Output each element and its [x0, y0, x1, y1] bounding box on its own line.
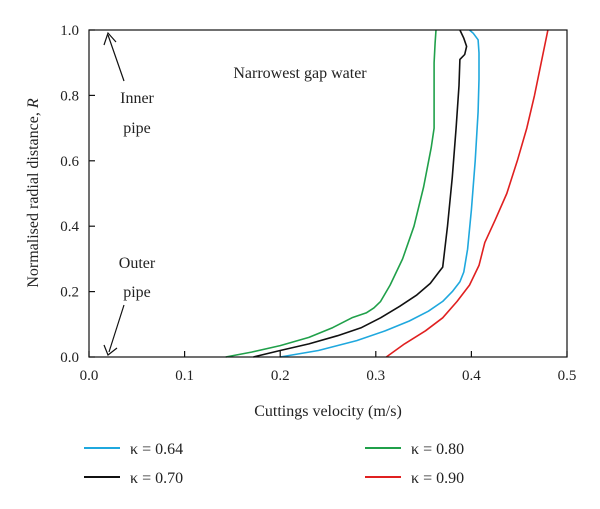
y-tick-label-3: 0.6: [60, 154, 79, 170]
legend-label-1-1: κ = 0.90: [411, 470, 464, 487]
inner-pipe-annotation-line1: Inner: [120, 90, 154, 107]
outer-pipe-arrow-shaft: [108, 304, 125, 353]
series-line-2: [253, 29, 468, 358]
plot-frame: [88, 29, 568, 358]
y-tick-label-4: 0.8: [60, 88, 79, 104]
x-tick-label-3: 0.3: [366, 368, 385, 384]
x-tick-label-5: 0.5: [558, 368, 577, 384]
y-axis-title-prefix: Normalised radial distance,: [25, 108, 42, 288]
series-line-3: [385, 29, 549, 358]
series-line-1: [225, 29, 437, 358]
x-tick-label-2: 0.2: [271, 368, 290, 384]
x-tick-label-0: 0.0: [80, 368, 99, 384]
outer-pipe-annotation-line2: pipe: [123, 284, 151, 301]
y-tick-label-5: 1.0: [60, 23, 79, 39]
y-tick-label-2: 0.4: [60, 219, 79, 235]
legend-label-0-0: κ = 0.64: [130, 441, 183, 458]
plot-layer: 0.0 0.1 0.2 0.3 0.4 0.5 0.0 0.2 0.4 0.6 0.8 1.0: [60, 23, 576, 384]
x-tick-label-4: 0.4: [462, 368, 481, 384]
series-line-0: [280, 29, 480, 358]
inner-pipe-arrow-head: [103, 31, 117, 46]
inner-pipe-annotation-line2: pipe: [123, 120, 151, 137]
legend-label-0-1: κ = 0.80: [411, 441, 464, 458]
outer-pipe-arrow-head: [103, 344, 118, 356]
outer-pipe-arrow: [103, 304, 125, 356]
y-axis-title: Normalised radial distance, R: [25, 98, 42, 288]
legend-label-1-0: κ = 0.70: [130, 470, 183, 487]
y-tick-label-0: 0.0: [60, 350, 79, 366]
outer-pipe-annotation-line1: Outer: [119, 255, 156, 272]
narrowest-gap-annotation: Narrowest gap water: [233, 65, 367, 82]
x-tick-label-1: 0.1: [175, 368, 194, 384]
inner-pipe-arrow-shaft: [107, 34, 125, 82]
x-axis-title: Cuttings velocity (m/s): [254, 403, 402, 420]
inner-pipe-arrow: [103, 31, 125, 82]
y-axis-title-variable: R: [25, 98, 42, 109]
chart-legend: κ = 0.64 κ = 0.80 κ = 0.70 κ = 0.90: [84, 441, 464, 487]
y-tick-label-1: 0.2: [60, 285, 79, 301]
